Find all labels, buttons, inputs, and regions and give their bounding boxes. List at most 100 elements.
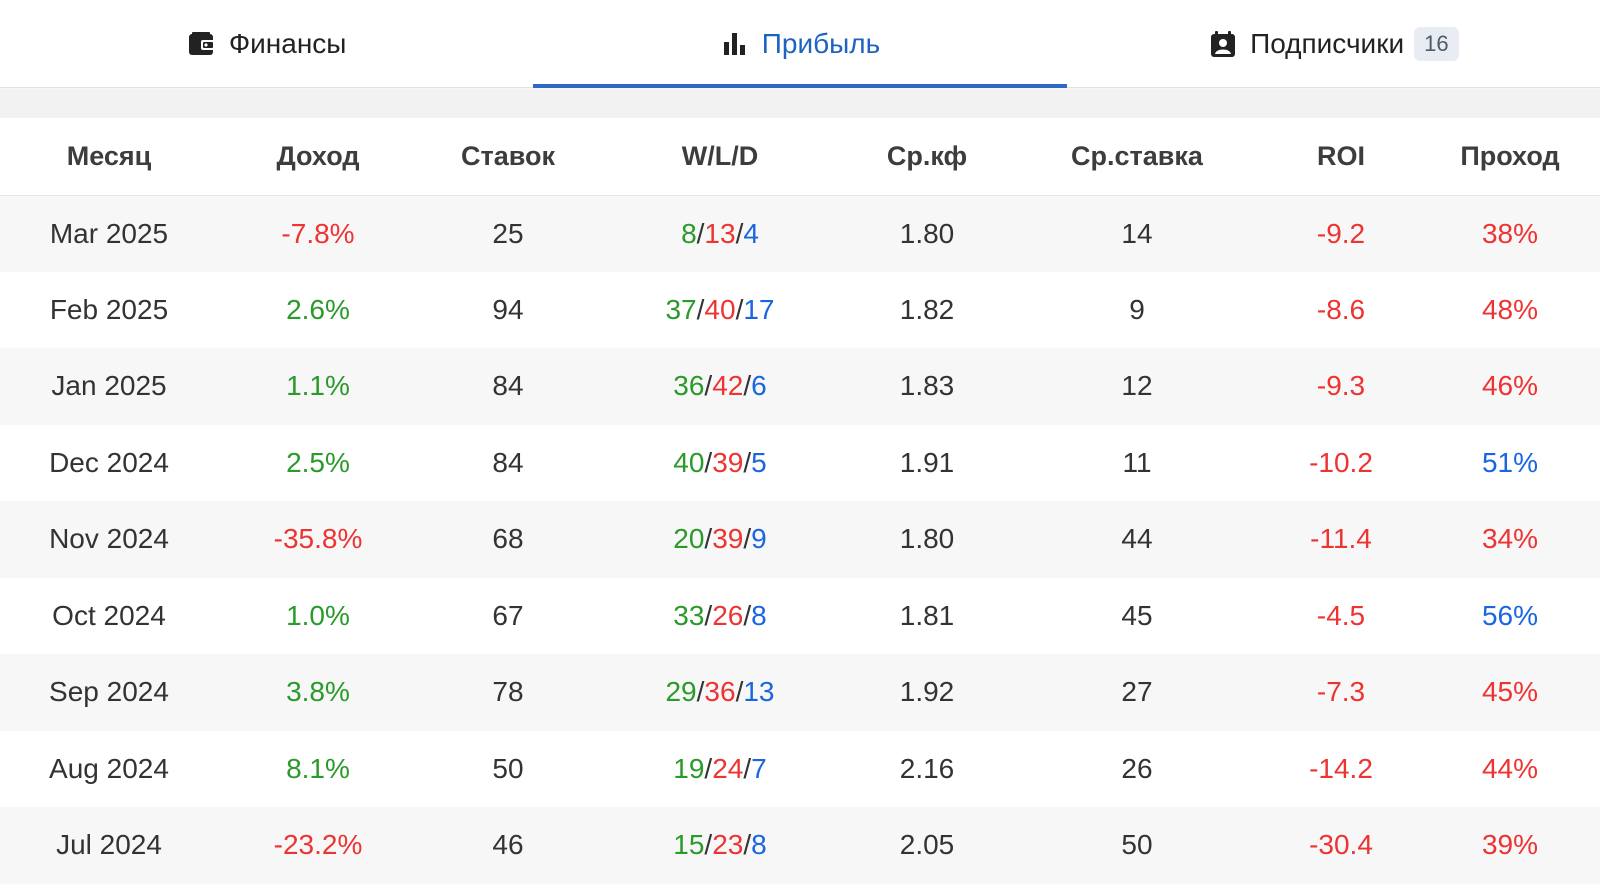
cell-avg-stake: 9 <box>1012 271 1262 348</box>
cell-roi: -11.4 <box>1262 501 1420 578</box>
cell-avg-odds: 1.92 <box>842 654 1012 731</box>
cell-avg-odds: 1.80 <box>842 501 1012 578</box>
header-roi[interactable]: ROI <box>1262 118 1420 196</box>
table-row[interactable]: Aug 2024 8.1% 50 19/24/7 2.16 26 -14.2 44% <box>0 730 1600 807</box>
wins-value: 33 <box>673 599 705 631</box>
table-row[interactable]: Mar 2025 -7.8% 25 8/13/4 1.80 14 -9.2 38% <box>0 195 1600 272</box>
tab-profit[interactable]: Прибыль <box>533 0 1067 88</box>
cell-month: Mar 2025 <box>0 195 218 272</box>
tab-label: Прибыль <box>761 28 881 59</box>
cell-income: 2.5% <box>218 424 418 501</box>
cell-month: Oct 2024 <box>0 577 218 654</box>
table-row[interactable]: Jan 2025 1.1% 84 36/42/6 1.83 12 -9.3 46% <box>0 348 1600 425</box>
cell-roi: -9.3 <box>1262 348 1420 425</box>
cell-pass-rate: 46% <box>1420 348 1600 425</box>
header-avg-odds[interactable]: Ср.кф <box>842 118 1012 196</box>
table-row[interactable]: Feb 2025 2.6% 94 37/40/17 1.82 9 -8.6 48% <box>0 271 1600 348</box>
wld-separator: / <box>704 752 713 784</box>
cell-month: Nov 2024 <box>0 501 218 578</box>
cell-bets: 46 <box>418 807 598 884</box>
wld-separator: / <box>704 370 713 402</box>
cell-wld: 36/42/6 <box>598 348 842 425</box>
cell-income: 2.6% <box>218 271 418 348</box>
cell-pass-rate: 34% <box>1420 501 1600 578</box>
cell-avg-odds: 1.91 <box>842 424 1012 501</box>
losses-value: 23 <box>712 829 744 861</box>
cell-wld: 40/39/5 <box>598 424 842 501</box>
draws-value: 6 <box>751 370 767 402</box>
cell-pass-rate: 51% <box>1420 424 1600 501</box>
wld-separator: / <box>743 523 752 555</box>
bar-chart-icon <box>720 29 750 59</box>
cell-income: -35.8% <box>218 501 418 578</box>
contact-card-icon <box>1208 29 1238 59</box>
draws-value: 17 <box>743 293 775 325</box>
cell-wld: 15/23/8 <box>598 807 842 884</box>
table-row[interactable]: Jul 2024 -23.2% 46 15/23/8 2.05 50 -30.4 39% <box>0 807 1600 884</box>
cell-avg-odds: 1.80 <box>842 195 1012 272</box>
cell-pass-rate: 45% <box>1420 654 1600 731</box>
wld-separator: / <box>696 293 705 325</box>
cell-avg-odds: 1.83 <box>842 348 1012 425</box>
cell-income: 3.8% <box>218 654 418 731</box>
wld-separator: / <box>743 446 752 478</box>
wins-value: 8 <box>681 217 697 249</box>
wallet-icon <box>187 29 217 59</box>
wins-value: 15 <box>673 829 705 861</box>
cell-income: 1.1% <box>218 348 418 425</box>
table-row[interactable]: Nov 2024 -35.8% 68 20/39/9 1.80 44 -11.4 34% <box>0 501 1600 578</box>
wld-separator: / <box>743 370 752 402</box>
cell-roi: -8.6 <box>1262 271 1420 348</box>
cell-bets: 84 <box>418 424 598 501</box>
wld-separator: / <box>743 599 752 631</box>
cell-pass-rate: 38% <box>1420 195 1600 272</box>
draws-value: 8 <box>751 599 767 631</box>
header-pass-rate[interactable]: Проход <box>1420 118 1600 196</box>
cell-wld: 37/40/17 <box>598 271 842 348</box>
header-bets[interactable]: Ставок <box>418 118 598 196</box>
table-row[interactable]: Sep 2024 3.8% 78 29/36/13 1.92 27 -7.3 45% <box>0 654 1600 731</box>
draws-value: 7 <box>751 752 767 784</box>
header-wld[interactable]: W/L/D <box>598 118 842 196</box>
header-avg-stake[interactable]: Ср.ставка <box>1012 118 1262 196</box>
cell-bets: 67 <box>418 577 598 654</box>
losses-value: 36 <box>704 676 736 708</box>
draws-value: 9 <box>751 523 767 555</box>
wins-value: 19 <box>673 752 705 784</box>
wld-separator: / <box>743 829 752 861</box>
cell-pass-rate: 44% <box>1420 730 1600 807</box>
losses-value: 39 <box>712 446 744 478</box>
cell-avg-stake: 12 <box>1012 348 1262 425</box>
cell-bets: 84 <box>418 348 598 425</box>
wld-separator: / <box>696 217 705 249</box>
cell-avg-stake: 14 <box>1012 195 1262 272</box>
cell-pass-rate: 39% <box>1420 807 1600 884</box>
cell-roi: -7.3 <box>1262 654 1420 731</box>
section-divider <box>0 89 1600 118</box>
losses-value: 39 <box>712 523 744 555</box>
cell-roi: -30.4 <box>1262 807 1420 884</box>
tab-label: Финансы <box>228 28 347 59</box>
cell-avg-odds: 2.05 <box>842 807 1012 884</box>
tab-finance[interactable]: Финансы <box>0 0 533 88</box>
cell-roi: -9.2 <box>1262 195 1420 272</box>
profit-table: Месяц Доход Ставок W/L/D Ср.кф Ср.ставка… <box>0 118 1600 884</box>
header-income[interactable]: Доход <box>218 118 418 196</box>
draws-value: 13 <box>743 676 775 708</box>
cell-month: Sep 2024 <box>0 654 218 731</box>
losses-value: 40 <box>704 293 736 325</box>
wld-separator: / <box>696 676 705 708</box>
cell-income: 8.1% <box>218 730 418 807</box>
cell-month: Jul 2024 <box>0 807 218 884</box>
table-row[interactable]: Oct 2024 1.0% 67 33/26/8 1.81 45 -4.5 56% <box>0 577 1600 654</box>
cell-bets: 50 <box>418 730 598 807</box>
draws-value: 5 <box>751 446 767 478</box>
header-month[interactable]: Месяц <box>0 118 218 196</box>
cell-roi: -14.2 <box>1262 730 1420 807</box>
tab-subscribers[interactable]: Подписчики 16 <box>1067 0 1600 88</box>
wld-separator: / <box>743 752 752 784</box>
cell-bets: 94 <box>418 271 598 348</box>
wld-separator: / <box>704 523 713 555</box>
cell-wld: 19/24/7 <box>598 730 842 807</box>
table-row[interactable]: Dec 2024 2.5% 84 40/39/5 1.91 11 -10.2 51% <box>0 424 1600 501</box>
